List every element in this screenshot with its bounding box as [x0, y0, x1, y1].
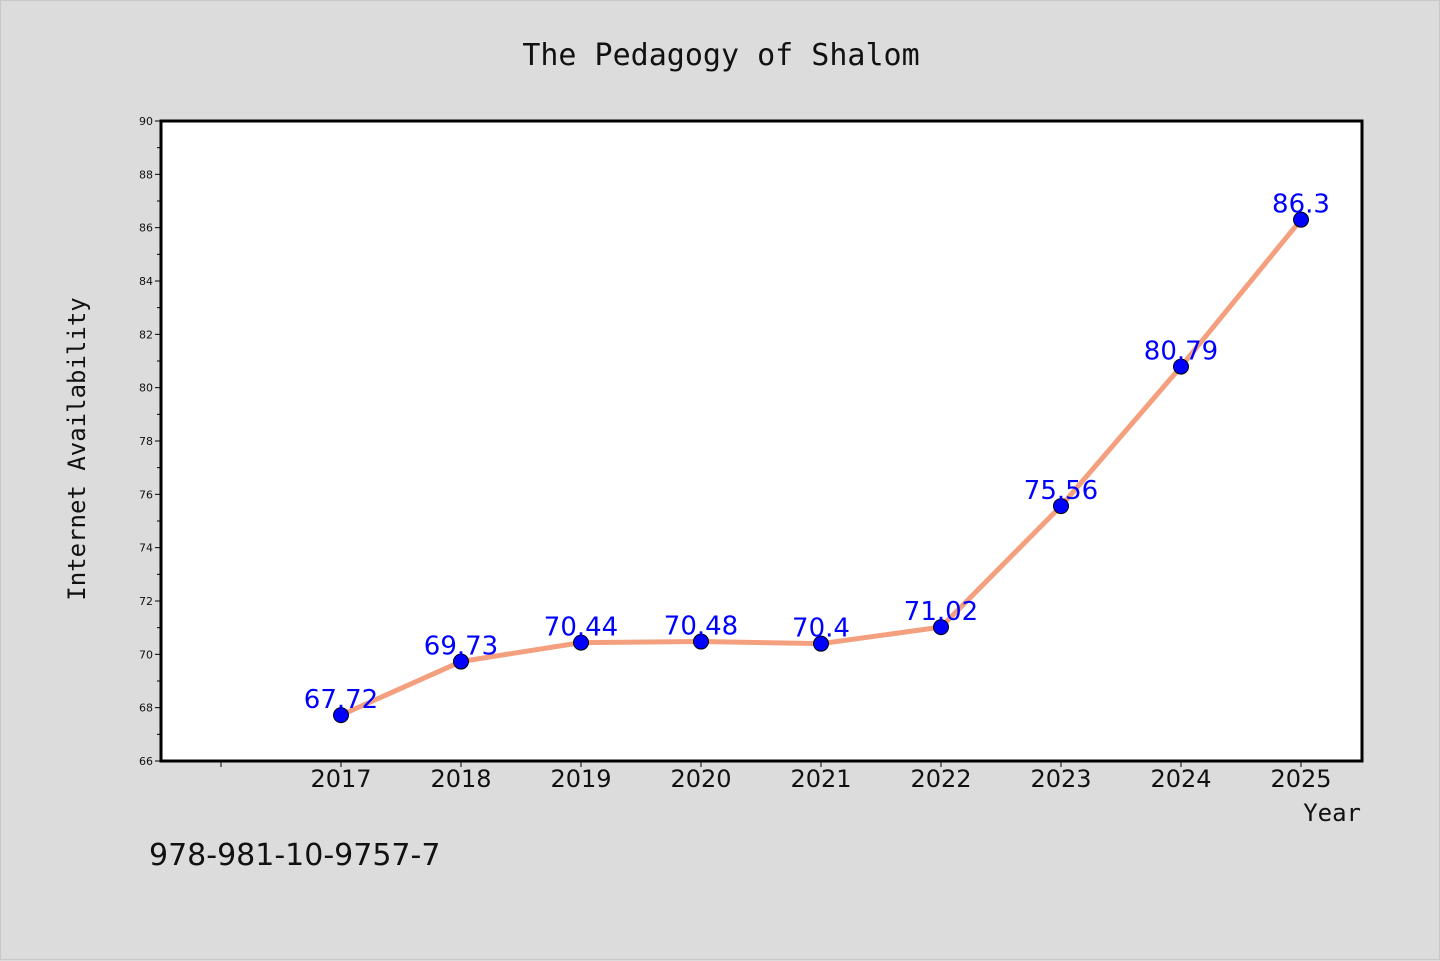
y-tick-label-70: 70 — [139, 648, 153, 661]
x-tick-label-2019: 2019 — [550, 765, 611, 793]
isbn-text: 978-981-10-9757-7 — [149, 838, 440, 873]
y-axis: 66 68 70 72 74 76 78 80 82 84 86 88 90 — [139, 115, 161, 768]
data-point-2017 — [333, 707, 349, 724]
x-tick-label-2022: 2022 — [910, 765, 971, 793]
y-tick-label-84: 84 — [139, 275, 153, 288]
y-tick-label-78: 78 — [139, 435, 153, 448]
data-label-2023: 75.56 — [1024, 476, 1098, 506]
data-label-2021: 70.4 — [792, 614, 850, 644]
data-point-2019 — [573, 634, 589, 651]
data-point-2022 — [933, 619, 949, 636]
x-tick-label-2024: 2024 — [1150, 765, 1211, 793]
y-tick-label-72: 72 — [139, 595, 153, 608]
data-points — [333, 211, 1309, 724]
data-labels: 67.72 69.73 70.44 70.48 70.4 71.02 75.56 80.79 8… — [304, 190, 1330, 715]
y-tick-label-86: 86 — [139, 222, 153, 235]
y-tick-label-80: 80 — [139, 382, 153, 395]
data-point-2023 — [1053, 498, 1069, 515]
data-label-2022: 71.02 — [904, 597, 978, 627]
data-point-2024 — [1173, 358, 1189, 375]
y-axis-label: Internet Availability — [63, 297, 91, 600]
y-tick-label-66: 66 — [139, 755, 153, 768]
data-label-2018: 69.73 — [424, 632, 498, 662]
x-axis: 2017 2018 2019 2020 2021 2022 2023 2024 2025 — [220, 761, 1332, 793]
y-tick-label-88: 88 — [139, 168, 153, 181]
data-label-2020: 70.48 — [664, 612, 738, 642]
data-point-2018 — [453, 653, 469, 670]
data-point-2025 — [1293, 211, 1309, 228]
data-point-2021 — [813, 635, 829, 652]
y-tick-label-68: 68 — [139, 702, 153, 715]
y-tick-label-82: 82 — [139, 328, 153, 341]
x-tick-label-2017: 2017 — [310, 765, 371, 793]
x-tick-label-2025: 2025 — [1270, 765, 1331, 793]
data-label-2017: 67.72 — [304, 685, 378, 715]
data-point-2020 — [693, 633, 709, 650]
y-tick-label-76: 76 — [139, 488, 153, 501]
x-axis-label: Year — [1303, 799, 1361, 827]
chart-title: The Pedagogy of Shalom — [522, 38, 919, 73]
plot-area — [159, 119, 1364, 763]
y-tick-label-74: 74 — [139, 542, 153, 555]
series-internet-availability: 67.72 69.73 70.44 70.48 70.4 71.02 75.56 80.79 8… — [304, 190, 1330, 724]
x-tick-label-2023: 2023 — [1030, 765, 1091, 793]
data-label-2019: 70.44 — [544, 613, 618, 643]
data-label-2024: 80.79 — [1144, 337, 1218, 367]
x-tick-label-2021: 2021 — [790, 765, 851, 793]
y-tick-label-90: 90 — [139, 115, 153, 128]
data-label-2025: 86.3 — [1272, 190, 1330, 220]
x-tick-label-2018: 2018 — [430, 765, 491, 793]
x-tick-label-2020: 2020 — [670, 765, 731, 793]
